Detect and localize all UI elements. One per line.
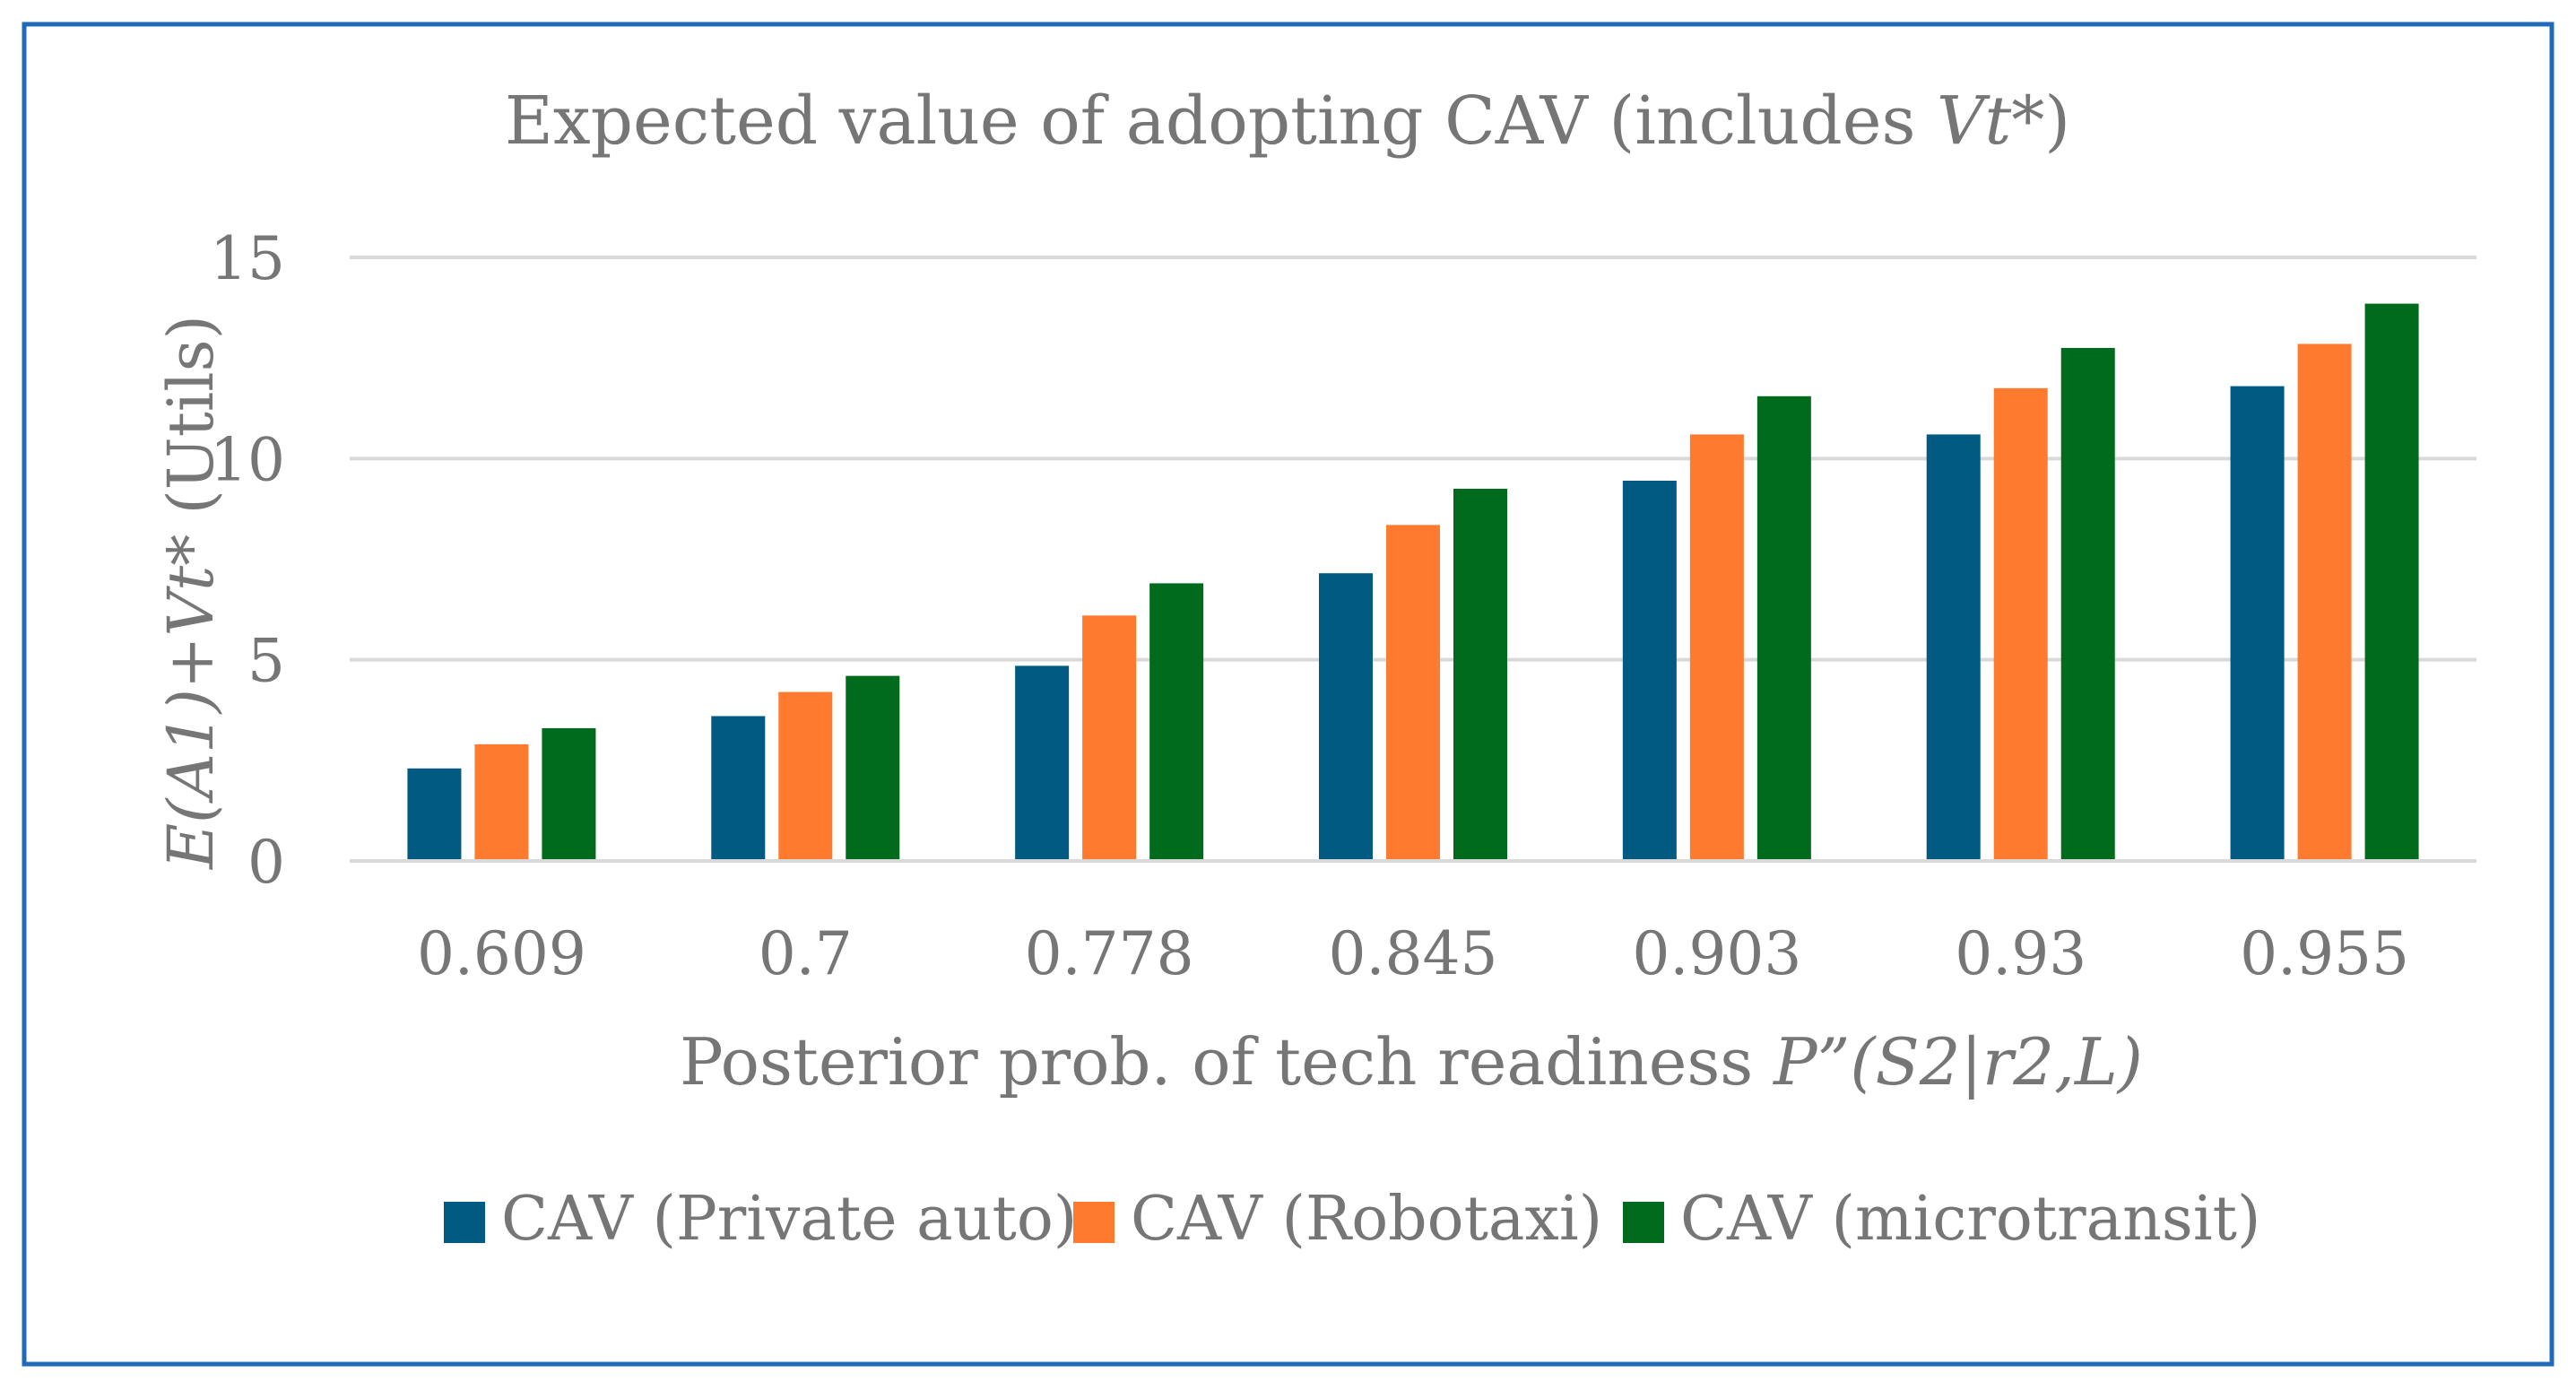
legend-swatch-0 bbox=[444, 1202, 485, 1243]
x-tick-label: 0.93 bbox=[1955, 919, 2086, 988]
legend-swatch-1 bbox=[1073, 1202, 1115, 1243]
bar-cav-microtransit-0.778 bbox=[1149, 583, 1204, 861]
bar-cav-microtransit-0.903 bbox=[1756, 396, 1811, 861]
bar-cav-private-auto-0.845 bbox=[1319, 573, 1373, 861]
bar-cav-robotaxi-0.903 bbox=[1689, 434, 1744, 861]
bar-cav-microtransit-0.93 bbox=[2060, 347, 2115, 861]
legend-label-0: CAV (Private auto) bbox=[501, 1184, 1077, 1255]
x-axis-label: Posterior prob. of tech readiness P”(S2|… bbox=[680, 1024, 2143, 1100]
y-axis-ticks: 0 5 10 15 bbox=[210, 224, 285, 897]
bar-cav-private-auto-0.609 bbox=[407, 768, 462, 861]
bar-cav-robotaxi-0.955 bbox=[2297, 343, 2352, 861]
bar-cav-microtransit-0.609 bbox=[542, 727, 596, 861]
bar-cav-robotaxi-0.778 bbox=[1082, 615, 1137, 861]
bar-cav-robotaxi-0.93 bbox=[1993, 387, 2048, 862]
bar-cav-robotaxi-0.845 bbox=[1386, 525, 1440, 861]
bar-cav-private-auto-0.7 bbox=[711, 716, 766, 861]
y-tick-label: 5 bbox=[247, 627, 285, 696]
y-tick-label: 0 bbox=[247, 828, 285, 897]
x-tick-label: 0.955 bbox=[2240, 919, 2409, 988]
bar-cav-microtransit-0.7 bbox=[846, 675, 900, 861]
legend-label-1: CAV (Robotaxi) bbox=[1131, 1184, 1602, 1255]
chart-frame bbox=[22, 22, 2554, 1367]
legend: CAV (Private auto) CAV (Robotaxi) CAV (mic… bbox=[444, 1184, 2260, 1255]
bar-cav-private-auto-0.778 bbox=[1015, 665, 1070, 861]
bar-cav-microtransit-0.955 bbox=[2364, 303, 2419, 861]
legend-swatch-2 bbox=[1623, 1202, 1664, 1243]
x-tick-label: 0.845 bbox=[1329, 919, 1498, 988]
bars bbox=[407, 303, 2419, 862]
bar-cav-private-auto-0.903 bbox=[1622, 481, 1677, 861]
bar-cav-robotaxi-0.7 bbox=[778, 691, 833, 861]
bar-cav-microtransit-0.845 bbox=[1453, 488, 1507, 861]
y-tick-label: 15 bbox=[210, 224, 285, 293]
x-tick-label: 0.609 bbox=[417, 919, 586, 988]
bar-cav-robotaxi-0.609 bbox=[474, 743, 529, 861]
x-tick-label: 0.778 bbox=[1025, 919, 1194, 988]
y-axis-label: E(A1)+Vt* (Utils) bbox=[154, 315, 228, 871]
y-tick-label: 10 bbox=[210, 425, 285, 494]
chart-title: Expected value of adopting CAV (includes… bbox=[505, 83, 2070, 160]
x-axis-ticks: 0.609 0.7 0.778 0.845 0.903 0.93 0.955 bbox=[417, 919, 2409, 988]
bar-cav-private-auto-0.93 bbox=[1926, 434, 1981, 861]
legend-label-2: CAV (microtransit) bbox=[1680, 1184, 2260, 1255]
x-tick-label: 0.7 bbox=[759, 919, 853, 988]
x-tick-label: 0.903 bbox=[1632, 919, 1801, 988]
bar-cav-private-auto-0.955 bbox=[2230, 386, 2285, 861]
